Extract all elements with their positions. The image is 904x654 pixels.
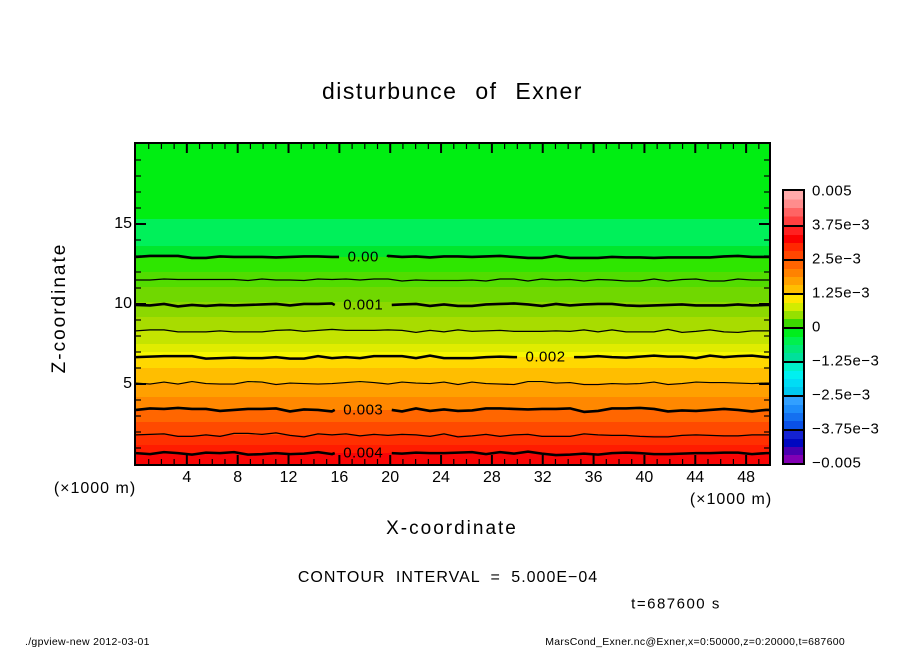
x-tick-label: 20 (381, 469, 400, 486)
fill-band (136, 397, 769, 410)
x-tick-label: 8 (233, 469, 243, 486)
footer-command-text: ./gpview-new 2012-03-01 (25, 636, 150, 648)
fill-band (136, 317, 769, 331)
colorbar-tick-label: −3.75e−3 (812, 420, 880, 438)
colorbar-tick-label: 2.5e−3 (812, 250, 862, 268)
contour-line-major (136, 406, 336, 413)
contour-label: 0.001 (343, 296, 384, 314)
fill-band (136, 422, 769, 435)
x-axis-title: X-coordinate (386, 518, 518, 539)
contour-line-minor (136, 432, 769, 438)
fill-band (136, 383, 769, 397)
contour-line-minor (136, 380, 769, 386)
colorbar-box (784, 225, 803, 259)
fill-band (136, 453, 769, 464)
contour-line-minor (136, 328, 769, 333)
x-axis-unit: (×1000 m) (689, 491, 773, 508)
fill-band (136, 352, 769, 357)
fill-band (136, 219, 769, 246)
x-tick-label: 36 (584, 469, 603, 486)
contour-label: 0.00 (347, 248, 379, 266)
y-axis-title: Z-coordinate (49, 242, 70, 374)
x-tick-label: 12 (279, 469, 298, 486)
contour-lines-and-ticks (136, 144, 769, 464)
fill-band (136, 344, 769, 352)
fill-band (136, 331, 769, 344)
plot-area: 0.00 0.001 0.002 0.003 0.004 (136, 144, 769, 464)
x-tick-label: 4 (182, 469, 192, 486)
fill-band (136, 257, 769, 272)
colorbar-box (784, 395, 803, 429)
x-tick-label: 44 (686, 469, 705, 486)
fill-band (136, 272, 769, 287)
contour-line-major (391, 302, 769, 308)
time-annotation: t=687600 s (631, 595, 721, 613)
colorbar-box (784, 429, 803, 463)
x-tick-label: 28 (482, 469, 501, 486)
contour-label: 0.002 (525, 348, 566, 366)
colorbar-box (784, 191, 803, 225)
footer-source-text: MarsCond_Exner.nc@Exner,x=0:50000,z=0:20… (545, 636, 845, 648)
colorbar-tick-label: 0 (812, 318, 821, 336)
x-tick-label: 24 (432, 469, 450, 486)
colorbar-tick-label: 3.75e−3 (812, 216, 871, 234)
colorbar-box (784, 327, 803, 361)
y-axis-unit: (×1000 m) (53, 480, 137, 497)
colorbar (782, 189, 805, 465)
x-tick-label: 32 (533, 469, 552, 486)
fill-band (136, 246, 769, 257)
contour-line-major (386, 254, 769, 260)
colorbar-tick-label: −2.5e−3 (812, 386, 871, 404)
fill-band (136, 357, 769, 368)
fill-band (136, 435, 769, 445)
plot-frame: 0.00 0.001 0.002 0.003 0.004 (134, 142, 771, 466)
colorbar-tick-label: −1.25e−3 (812, 352, 880, 370)
contour-line-major (136, 302, 336, 308)
fill-band (136, 287, 769, 302)
fill-band (136, 445, 769, 453)
contour-line-minor (136, 278, 769, 282)
contour-line-major (391, 450, 769, 457)
contour-label: 0.003 (343, 401, 384, 419)
x-tick-label: 16 (330, 469, 349, 486)
page-title: disturbunce of Exner (322, 78, 583, 104)
colorbar-box (784, 293, 803, 327)
fill-band (136, 144, 769, 219)
contour-line-major (391, 406, 769, 414)
contour-label: 0.004 (343, 444, 384, 462)
contour-fill (136, 144, 769, 464)
y-tick-label: 15 (114, 215, 132, 232)
contour-line-major (136, 450, 336, 456)
y-tick-label: 5 (123, 375, 132, 392)
colorbar-tick-label: 0.005 (812, 182, 853, 200)
x-tick-label: 48 (737, 469, 756, 486)
colorbar-tick-label: 1.25e−3 (812, 284, 871, 302)
contour-interval-text: CONTOUR INTERVAL = 5.000E−04 (297, 569, 599, 586)
y-tick-label: 10 (114, 295, 132, 312)
x-tick-label: 40 (635, 469, 654, 486)
contour-line-major (136, 354, 518, 360)
contour-line-major (136, 254, 340, 260)
contour-line-major (574, 354, 769, 360)
colorbar-box (784, 259, 803, 293)
colorbar-tick-label: −0.005 (812, 454, 862, 472)
colorbar-box (784, 361, 803, 395)
fill-band (136, 368, 769, 383)
fill-band (136, 410, 769, 422)
